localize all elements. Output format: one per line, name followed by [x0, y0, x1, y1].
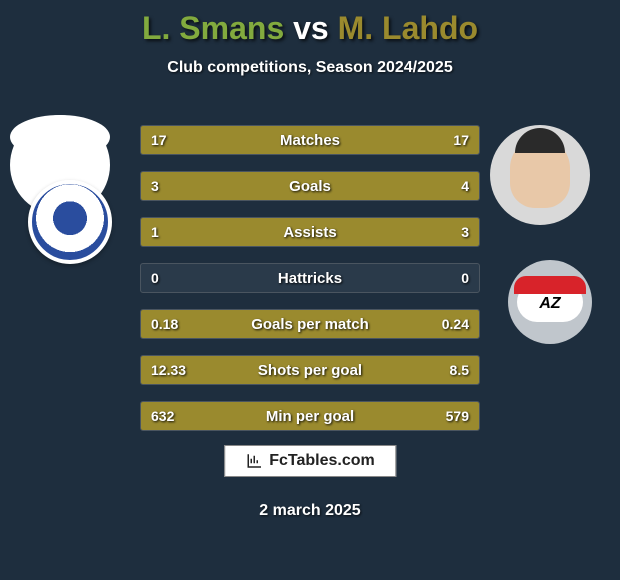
comparison-title: L. Smans vs M. Lahdo — [0, 0, 620, 47]
club-right-crest: AZ — [508, 260, 592, 344]
stat-label: Goals per match — [141, 310, 479, 338]
stat-row: 13Assists — [140, 217, 480, 247]
stat-row: 34Goals — [140, 171, 480, 201]
player-right-avatar — [490, 125, 590, 225]
brand-text: FcTables.com — [269, 452, 375, 470]
season-subtitle: Club competitions, Season 2024/2025 — [0, 59, 620, 77]
stat-label: Goals — [141, 172, 479, 200]
chart-icon — [245, 452, 263, 470]
brand-badge: FcTables.com — [224, 445, 396, 477]
club-right-text: AZ — [539, 295, 560, 313]
stat-label: Shots per goal — [141, 356, 479, 384]
stat-label: Hattricks — [141, 264, 479, 292]
stat-label: Matches — [141, 126, 479, 154]
stat-label: Assists — [141, 218, 479, 246]
date-text: 2 march 2025 — [0, 502, 620, 520]
stat-bars: 1717Matches 34Goals 13Assists 00Hattricks 0.… — [140, 125, 480, 447]
stat-row: 1717Matches — [140, 125, 480, 155]
stat-row: 0.180.24Goals per match — [140, 309, 480, 339]
stat-label: Min per goal — [141, 402, 479, 430]
stat-row: 12.338.5Shots per goal — [140, 355, 480, 385]
stat-row: 00Hattricks — [140, 263, 480, 293]
club-left-crest — [28, 180, 112, 264]
stat-row: 632579Min per goal — [140, 401, 480, 431]
